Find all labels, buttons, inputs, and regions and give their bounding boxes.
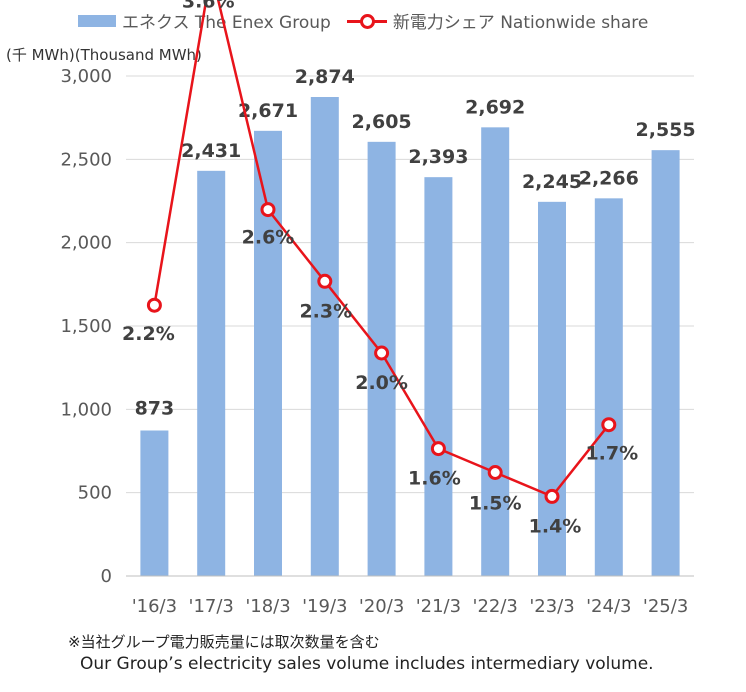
- share-value-label: 1.6%: [408, 468, 461, 490]
- footnote: ※当社グループ電力販売量には取次数量を含む Our Group’s electr…: [68, 631, 654, 675]
- bar-value-label: 2,874: [295, 66, 355, 88]
- bar-value-label: 2,555: [636, 119, 696, 141]
- x-tick-label: '20/3: [359, 596, 404, 617]
- bar: [140, 430, 169, 576]
- bar: [538, 201, 566, 577]
- bar: [651, 150, 680, 576]
- x-tick-label: '23/3: [529, 596, 574, 617]
- x-tick-label: '24/3: [586, 596, 631, 617]
- legend-line-swatch: [346, 13, 387, 29]
- bar: [424, 177, 453, 576]
- share-point: [601, 417, 617, 433]
- chart-area: 0 500 1,000 1,500 2,000 2,500 3,000 '16/3 '17/3 '…: [60, 0, 696, 617]
- bar-value-label: 2,431: [181, 140, 241, 162]
- x-tick-label: '19/3: [302, 596, 347, 617]
- bar: [310, 97, 339, 576]
- share-value-label: 3.6%: [182, 0, 235, 13]
- x-tick-label: '18/3: [245, 596, 290, 617]
- share-point: [487, 465, 503, 480]
- share-value-label: 1.4%: [529, 515, 582, 537]
- y-axis-unit-label: (千 MWh)(Thousand MWh): [6, 46, 202, 64]
- x-tick-label: '25/3: [643, 596, 688, 617]
- share-value-label: 2.3%: [299, 300, 352, 322]
- bar: [481, 127, 510, 576]
- share-point: [544, 488, 560, 504]
- x-tick-label: '21/3: [416, 596, 461, 617]
- y-tick-label: 0: [101, 566, 112, 587]
- share-point: [430, 441, 446, 457]
- chart-legend: エネクス The Enex Group 新電力シェア Nationwide sh…: [78, 8, 648, 33]
- footnote-jp: ※当社グループ電力販売量には取次数量を含む: [68, 633, 380, 651]
- legend-bar-swatch: [78, 14, 116, 27]
- bar-value-label: 2,266: [579, 167, 639, 189]
- share-value-label: 2.2%: [122, 323, 175, 345]
- x-tick-label: '22/3: [473, 596, 518, 617]
- bar: [254, 130, 282, 577]
- share-value-label: 2.6%: [242, 227, 295, 249]
- legend-line-label: 新電力シェア Nationwide share: [392, 13, 649, 33]
- share-point: [374, 345, 390, 361]
- bar-value-label: 2,692: [465, 96, 525, 118]
- share-point: [146, 297, 162, 313]
- footnote-en: Our Group’s electricity sales volume inc…: [80, 654, 654, 674]
- y-tick-label: 2,500: [60, 149, 112, 170]
- share-point: [317, 273, 333, 289]
- share-value-label: 1.5%: [469, 493, 522, 515]
- bar-value-label: 2,605: [352, 111, 412, 133]
- y-tick-label: 1,000: [60, 399, 112, 420]
- x-tick-label: '17/3: [189, 596, 234, 617]
- bar: [197, 170, 226, 577]
- bar-value-label: 2,393: [408, 146, 468, 168]
- x-tick-label: '16/3: [132, 596, 177, 617]
- share-value-label: 1.7%: [585, 443, 638, 465]
- share-value-label: 2.0%: [355, 372, 408, 394]
- bar-value-label: 2,671: [238, 100, 298, 122]
- share-point: [260, 202, 276, 218]
- legend-bar-label: エネクス The Enex Group: [122, 13, 331, 33]
- y-tick-label: 3,000: [60, 66, 112, 87]
- bar: [594, 198, 623, 577]
- y-tick-label: 2,000: [60, 233, 112, 254]
- bar-value-label: 2,245: [522, 171, 582, 193]
- bar-value-label: 873: [135, 398, 175, 420]
- y-tick-label: 500: [78, 483, 112, 504]
- y-tick-label: 1,500: [60, 316, 112, 337]
